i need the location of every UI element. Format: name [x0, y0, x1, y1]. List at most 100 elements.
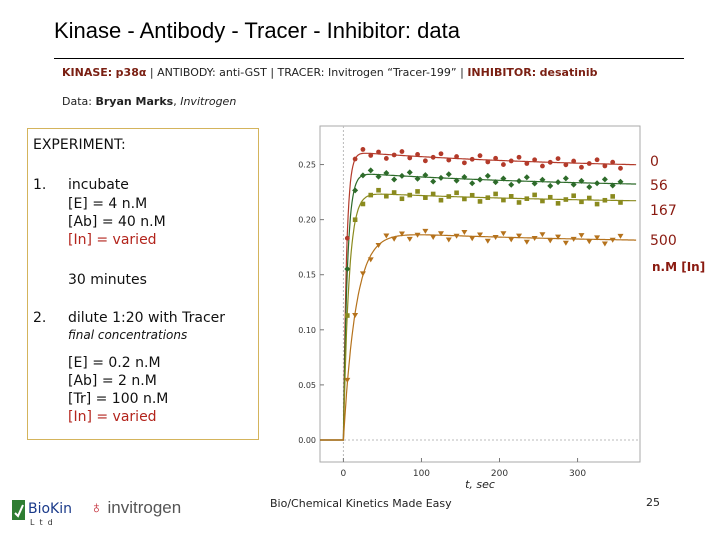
- data-point-167: [391, 190, 397, 195]
- data-point-500: [547, 238, 554, 244]
- data-point-56: [414, 175, 421, 182]
- footer-tagline: Bio/Chemical Kinetics Made Easy: [270, 497, 452, 510]
- conc-label-167: 167: [650, 203, 677, 219]
- data-point-167: [423, 195, 428, 200]
- data-point-56: [469, 180, 476, 187]
- x-axis-label: t, sec: [465, 478, 495, 491]
- step1-title: incubate: [68, 177, 129, 193]
- step2-line-e: [E] = 0.2 n.M: [68, 355, 161, 371]
- experiment-heading: EXPERIMENT:: [33, 137, 126, 153]
- data-point-500: [391, 236, 398, 242]
- data-credit: Data: Bryan Marks, Invitrogen: [62, 95, 237, 108]
- data-point-500: [594, 235, 601, 241]
- inhibitor-value: desatinib: [539, 66, 598, 79]
- experiment-panel: EXPERIMENT: 1. incubate [E] = 4 n.M [Ab]…: [27, 128, 259, 440]
- data-point-167: [376, 187, 381, 193]
- data-point-56: [461, 173, 468, 180]
- data-point-0: [407, 155, 413, 161]
- data-point-0: [422, 158, 428, 164]
- data-point-167: [368, 192, 374, 198]
- data-point-167: [524, 196, 530, 201]
- data-point-167: [586, 195, 592, 201]
- data-point-500: [508, 237, 515, 243]
- data-point-56: [445, 171, 452, 178]
- data-point-0: [586, 161, 592, 166]
- data-point-167: [532, 192, 537, 198]
- data-point-500: [344, 377, 351, 383]
- data-point-167: [438, 197, 444, 203]
- credit-name: Bryan Marks: [95, 95, 174, 108]
- data-point-0: [540, 163, 545, 169]
- data-point-167: [493, 191, 498, 197]
- data-point-56: [391, 176, 398, 183]
- data-point-500: [601, 241, 608, 247]
- conc-unit-label: n.M [In]: [652, 260, 706, 274]
- step1-number: 1.: [33, 177, 47, 193]
- data-point-56: [601, 176, 608, 183]
- data-point-500: [359, 271, 366, 277]
- data-point-0: [524, 161, 530, 166]
- data-point-0: [501, 162, 506, 167]
- data-point-500: [430, 235, 437, 241]
- data-point-167: [360, 201, 366, 207]
- data-point-0: [571, 158, 577, 164]
- step2-line-ab: [Ab] = 2 n.M: [68, 373, 157, 389]
- data-point-500: [555, 234, 562, 240]
- data-point-56: [586, 183, 593, 190]
- fit-curve-500: [320, 234, 637, 441]
- data-point-0: [532, 157, 538, 163]
- data-point-56: [375, 173, 382, 180]
- data-point-167: [563, 197, 569, 202]
- data-point-500: [531, 236, 538, 242]
- data-point-56: [406, 169, 413, 176]
- data-point-0: [383, 156, 389, 161]
- data-point-500: [484, 238, 491, 244]
- data-point-167: [399, 196, 405, 202]
- data-point-167: [540, 198, 545, 204]
- biokin-logo: BioKin Ltd: [12, 500, 72, 527]
- conc-label-0: 0: [650, 154, 659, 170]
- y-tick-label: 0.00: [298, 436, 316, 445]
- fit-curve-0: [320, 152, 637, 441]
- step2-number: 2.: [33, 310, 47, 326]
- step2-note: final concentrations: [68, 328, 188, 342]
- data-point-0: [415, 152, 420, 157]
- data-point-56: [359, 172, 366, 179]
- data-point-0: [376, 149, 381, 155]
- conc-label-56: 56: [650, 178, 668, 194]
- data-point-56: [437, 174, 444, 181]
- data-point-167: [469, 192, 475, 198]
- data-point-167: [485, 195, 491, 200]
- y-tick-label: 0.20: [298, 216, 316, 225]
- data-point-167: [571, 193, 576, 199]
- data-point-0: [430, 154, 436, 160]
- data-point-0: [438, 151, 444, 157]
- title-divider: [54, 58, 684, 59]
- data-point-167: [446, 194, 452, 199]
- data-point-167: [415, 189, 420, 194]
- data-point-500: [477, 232, 483, 238]
- data-point-500: [375, 242, 382, 248]
- data-point-167: [602, 197, 608, 203]
- conc-label-500: 500: [650, 233, 677, 249]
- kinase-value: p38α: [115, 66, 147, 79]
- y-tick-label: 0.25: [298, 161, 316, 170]
- data-point-56: [617, 178, 624, 185]
- data-point-0: [454, 154, 459, 159]
- data-point-500: [609, 237, 616, 243]
- x-tick-label: 100: [413, 469, 430, 479]
- data-point-56: [570, 181, 577, 188]
- data-point-167: [508, 194, 514, 199]
- data-point-500: [500, 231, 507, 237]
- data-point-0: [352, 156, 358, 162]
- data-point-0: [493, 155, 499, 161]
- data-point-500: [562, 240, 569, 246]
- data-point-500: [422, 228, 429, 234]
- data-point-0: [547, 159, 553, 165]
- data-point-0: [610, 159, 616, 165]
- x-tick-label: 0: [341, 469, 347, 479]
- data-point-167: [618, 200, 623, 205]
- data-point-56: [398, 172, 405, 179]
- data-point-167: [430, 191, 436, 197]
- data-point-500: [617, 233, 624, 239]
